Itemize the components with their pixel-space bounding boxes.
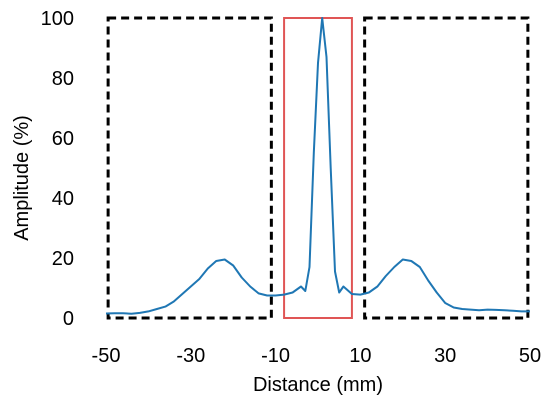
x-axis-ticks: -50 -30 -10 10 30 50	[92, 345, 542, 367]
y-tick-label: 80	[52, 68, 74, 90]
x-axis-title: Distance (mm)	[253, 374, 383, 396]
highlight-boxes	[106, 16, 530, 320]
x-tick-label: -30	[176, 345, 205, 367]
y-tick-label: 20	[52, 248, 74, 270]
x-tick-label: 10	[349, 345, 371, 367]
x-tick-label: 50	[519, 345, 541, 367]
x-tick-label: -50	[92, 345, 121, 367]
y-tick-label: 40	[52, 188, 74, 210]
x-tick-label: 30	[434, 345, 456, 367]
y-tick-label: 0	[63, 308, 74, 330]
center-red-box	[283, 17, 353, 319]
y-tick-label: 100	[41, 8, 74, 30]
y-axis-title: Amplitude (%)	[11, 115, 33, 241]
series-layer	[105, 17, 530, 315]
y-axis-ticks: 0 20 40 60 80 100	[41, 8, 74, 330]
series-line-0	[105, 17, 530, 315]
x-tick-label: -10	[261, 345, 290, 367]
left-dashed-box	[106, 16, 273, 320]
right-dashed-box	[363, 16, 530, 320]
y-tick-label: 60	[52, 128, 74, 150]
